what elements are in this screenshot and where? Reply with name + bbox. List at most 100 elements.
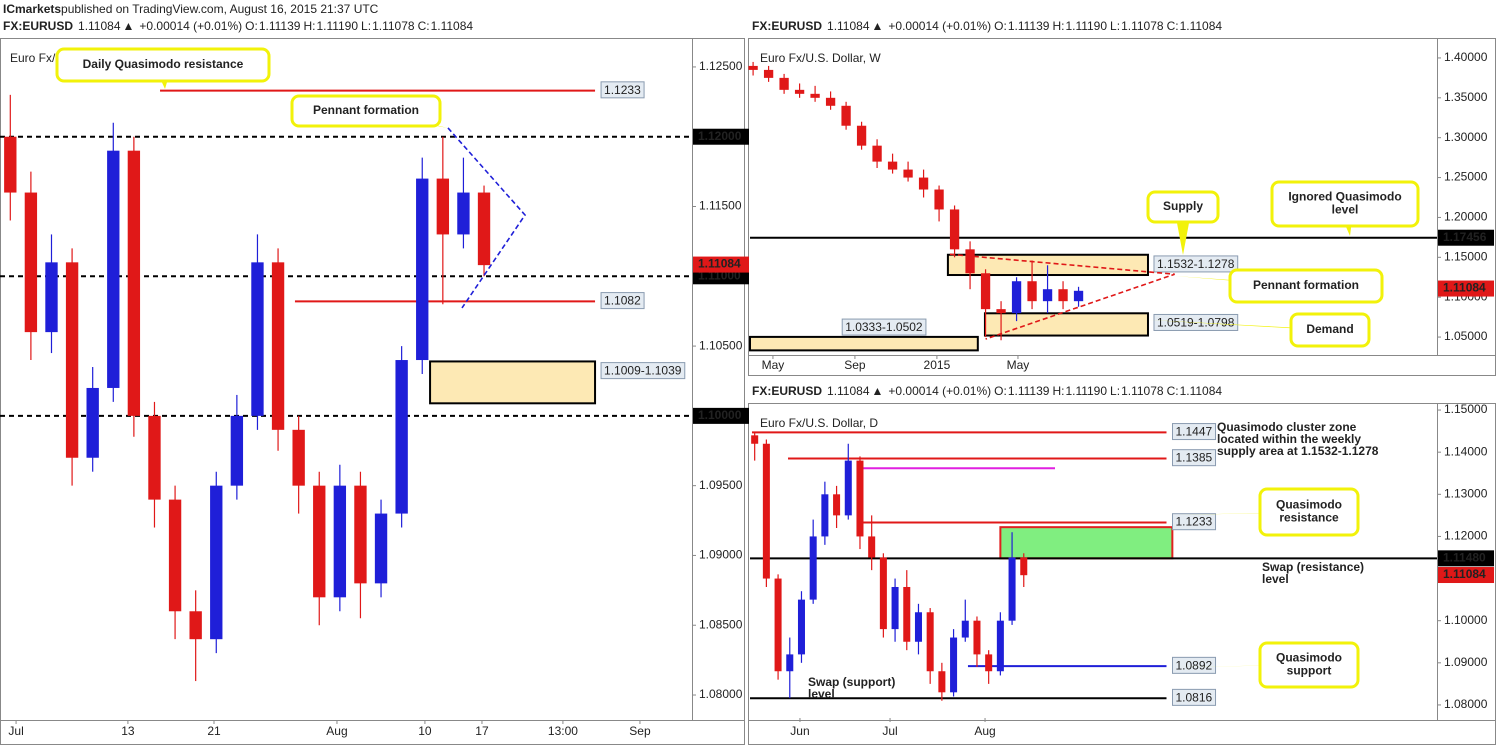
candle-body bbox=[354, 485, 367, 584]
candle-body bbox=[210, 485, 223, 640]
key-level-box bbox=[693, 407, 749, 424]
level-label-box bbox=[1171, 449, 1217, 467]
symbol: FX:EURUSD bbox=[752, 384, 822, 398]
candle-body bbox=[395, 360, 408, 514]
field-label: H: bbox=[303, 19, 315, 33]
candle-body bbox=[949, 209, 960, 250]
callout-text: resistance bbox=[1279, 511, 1339, 525]
candle-body bbox=[810, 93, 820, 98]
candle-body bbox=[1008, 557, 1016, 621]
candle-body bbox=[189, 611, 202, 640]
level-label-box bbox=[600, 292, 645, 310]
callout-box bbox=[1146, 190, 1220, 224]
level-label-box bbox=[1171, 688, 1217, 706]
field-value: 1.11084 bbox=[431, 19, 474, 33]
candle-body bbox=[779, 77, 789, 90]
y-tick-label: 1.11500 bbox=[699, 199, 742, 213]
field-value: 1.11139 bbox=[259, 19, 301, 33]
field-label: O: bbox=[994, 19, 1007, 33]
level-label: 1.1233 bbox=[1175, 515, 1212, 529]
zone-label: 1.1009-1.1039 bbox=[604, 364, 682, 378]
candle-body bbox=[809, 536, 817, 600]
candle-body bbox=[374, 513, 388, 584]
candle-body bbox=[961, 620, 969, 638]
callout-text: Demand bbox=[1306, 322, 1353, 336]
candle-body bbox=[938, 671, 946, 693]
level-label: 1.0892 bbox=[1175, 658, 1212, 672]
x-tick-label: Aug bbox=[974, 724, 995, 738]
candle-body bbox=[251, 262, 264, 416]
x-tick-label: 21 bbox=[207, 724, 221, 738]
y-tick-label: 1.40000 bbox=[1444, 50, 1488, 64]
last-price-text: 1.11084 bbox=[827, 384, 870, 398]
key-level-box bbox=[693, 128, 749, 145]
candle-body bbox=[914, 612, 922, 642]
y-tick-label: 1.30000 bbox=[1444, 130, 1488, 144]
candle-body bbox=[751, 435, 759, 444]
symbol: FX:EURUSD bbox=[752, 19, 822, 33]
x-tick-label: Jul bbox=[8, 724, 23, 738]
candle-body bbox=[786, 654, 794, 672]
panel-frame bbox=[748, 403, 1496, 745]
pennant bbox=[447, 127, 527, 309]
candle-body bbox=[879, 557, 887, 630]
header-text: published on TradingView.com, August 16,… bbox=[61, 2, 379, 16]
candle-body bbox=[887, 161, 898, 170]
x-tick-label: May bbox=[1007, 358, 1030, 372]
field-label: L: bbox=[361, 19, 371, 33]
x-tick-label: Jul bbox=[882, 724, 897, 738]
candle-body bbox=[436, 178, 450, 235]
y-tick-label: 1.20000 bbox=[1444, 210, 1488, 224]
candle-body bbox=[794, 89, 805, 94]
candle-body bbox=[148, 415, 161, 500]
level-label-box bbox=[1171, 656, 1217, 674]
field-label: H: bbox=[1052, 384, 1064, 398]
y-tick-label: 1.08000 bbox=[1444, 697, 1488, 711]
y-tick-label: 1.10000 bbox=[1444, 613, 1488, 627]
y-tick-label: 1.14000 bbox=[1444, 444, 1488, 458]
y-tick-label: 1.09000 bbox=[1444, 655, 1488, 669]
x-tick-label: 13:00 bbox=[548, 724, 578, 738]
candle-body bbox=[271, 262, 285, 430]
candle-body bbox=[1020, 557, 1028, 576]
zone-label: 1.1532-1.1278 bbox=[1157, 257, 1235, 271]
candle-body bbox=[1011, 281, 1022, 314]
last-price-box bbox=[1438, 567, 1494, 584]
candle-body bbox=[127, 150, 141, 416]
candle-body bbox=[918, 177, 929, 190]
candle-body bbox=[416, 178, 429, 361]
zone-label-box bbox=[841, 318, 927, 336]
last-price-label: 1.11084 bbox=[1443, 567, 1486, 581]
last-price-text: 1.11084 bbox=[78, 19, 121, 33]
callout-text: Quasimodo bbox=[1276, 498, 1342, 512]
note-text: supply area at 1.1532-1.1278 bbox=[1217, 444, 1379, 458]
x-tick-label: Aug bbox=[326, 724, 347, 738]
candle-body bbox=[1027, 281, 1037, 302]
candle-body bbox=[797, 599, 805, 655]
callout-text: Ignored Quasimodo bbox=[1288, 190, 1401, 204]
callout-box bbox=[55, 47, 271, 83]
y-tick-label: 1.13000 bbox=[1444, 486, 1488, 500]
candle-body bbox=[980, 273, 991, 310]
y-tick-label: 1.35000 bbox=[1444, 90, 1488, 104]
field-value: 1.11084 bbox=[1180, 19, 1223, 33]
field-label: C: bbox=[1167, 384, 1179, 398]
callout-box bbox=[1289, 312, 1371, 348]
candle-body bbox=[825, 97, 836, 106]
note-text: located within the weekly bbox=[1217, 432, 1361, 446]
callout-box bbox=[1258, 641, 1360, 689]
field-label: O: bbox=[994, 384, 1007, 398]
candle-body bbox=[985, 654, 993, 672]
y-tick-label: 1.15000 bbox=[1444, 249, 1488, 263]
y-tick-label: 1.09500 bbox=[699, 478, 743, 492]
callout-text: level bbox=[1332, 203, 1359, 217]
callout-box bbox=[1270, 180, 1420, 228]
note-text: Swap (support) bbox=[808, 675, 895, 689]
candle-body bbox=[292, 429, 305, 486]
level-label: 1.1447 bbox=[1175, 425, 1212, 439]
zone-label-box bbox=[600, 362, 686, 380]
candle-body bbox=[333, 485, 347, 598]
x-tick-label: 2015 bbox=[924, 358, 951, 372]
level-label: 1.1233 bbox=[604, 83, 641, 97]
